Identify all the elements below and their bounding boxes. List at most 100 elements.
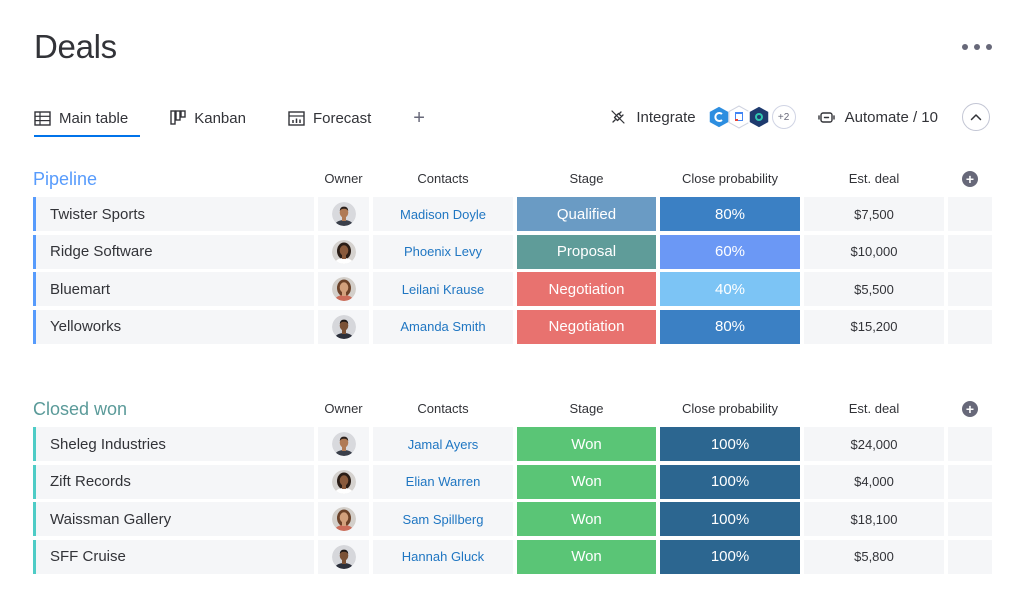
probability-status[interactable]: 100% xyxy=(660,464,800,499)
avatar xyxy=(331,202,356,226)
column-header-probability[interactable]: Close probability xyxy=(681,171,779,186)
probability-status[interactable]: 80% xyxy=(660,309,800,344)
group-title[interactable]: Closed won xyxy=(33,399,128,419)
deal-value[interactable]: $10,000 xyxy=(804,234,944,269)
stage-status[interactable]: Negotiation xyxy=(517,309,656,344)
owner-cell[interactable] xyxy=(318,502,369,536)
empty-cell[interactable] xyxy=(948,539,992,574)
item-name[interactable]: SFF Cruise xyxy=(33,539,314,574)
item-name[interactable]: Twister Sports xyxy=(33,197,314,231)
contact-link[interactable]: Leilani Krause xyxy=(373,272,513,306)
stage-status[interactable]: Won xyxy=(517,464,656,499)
contact-link[interactable]: Jamal Ayers xyxy=(373,427,513,461)
probability-status[interactable]: 40% xyxy=(660,272,800,306)
owner-cell[interactable] xyxy=(318,539,369,574)
empty-cell[interactable] xyxy=(948,502,992,536)
more-options-icon[interactable] xyxy=(962,40,992,54)
stage-status[interactable]: Qualified xyxy=(517,197,656,231)
empty-cell[interactable] xyxy=(948,272,992,306)
probability-status[interactable]: 100% xyxy=(660,502,800,536)
column-header-deal[interactable]: Est. deal xyxy=(848,401,900,416)
contact-link[interactable]: Sam Spillberg xyxy=(373,502,513,536)
board-tools: Integrate +2 Automate / 10 xyxy=(610,100,990,134)
deal-value[interactable]: $5,800 xyxy=(804,539,944,574)
deal-value[interactable]: $4,000 xyxy=(804,464,944,499)
table-row[interactable]: Sheleg Industries Jamal Ayers Won 100% $24,0… xyxy=(33,427,992,461)
item-name[interactable]: Ridge Software xyxy=(33,234,314,269)
deal-value[interactable]: $24,000 xyxy=(804,427,944,461)
group-header: Pipeline Owner Contacts Stage Close probabil… xyxy=(33,163,992,197)
integration-apps[interactable]: +2 xyxy=(707,105,796,129)
column-header-contacts[interactable]: Contacts xyxy=(417,401,469,416)
column-header-deal[interactable]: Est. deal xyxy=(848,171,900,186)
probability-status[interactable]: 100% xyxy=(660,539,800,574)
automate-label: Automate / 10 xyxy=(844,108,938,126)
tab-forecast[interactable]: Forecast xyxy=(288,101,371,135)
empty-cell[interactable] xyxy=(948,197,992,231)
stage-status[interactable]: Proposal xyxy=(517,234,656,269)
probability-status[interactable]: 60% xyxy=(660,234,800,269)
deal-value[interactable]: $18,100 xyxy=(804,502,944,536)
owner-cell[interactable] xyxy=(318,197,369,231)
owner-cell[interactable] xyxy=(318,234,369,269)
stage-status[interactable]: Won xyxy=(517,539,656,574)
tab-main-table[interactable]: Main table xyxy=(34,101,141,137)
contact-link[interactable]: Elian Warren xyxy=(373,464,513,499)
tab-label: Main table xyxy=(59,109,129,127)
avatar xyxy=(331,277,356,301)
probability-status[interactable]: 80% xyxy=(660,197,800,231)
stage-status[interactable]: Negotiation xyxy=(517,272,656,306)
item-name[interactable]: Waissman Gallery xyxy=(33,502,314,536)
column-header-stage[interactable]: Stage xyxy=(569,401,604,416)
tab-kanban[interactable]: Kanban xyxy=(170,101,246,135)
deal-value[interactable]: $5,500 xyxy=(804,272,944,306)
chart-icon xyxy=(288,110,305,126)
deal-value[interactable]: $15,200 xyxy=(804,309,944,344)
table-row[interactable]: Zift Records Elian Warren Won 100% $4,000 xyxy=(33,464,992,499)
owner-cell[interactable] xyxy=(318,272,369,306)
column-header-owner[interactable]: Owner xyxy=(324,401,363,416)
column-header-stage[interactable]: Stage xyxy=(569,171,604,186)
avatar xyxy=(331,544,356,569)
avatar xyxy=(331,314,356,339)
contact-link[interactable]: Hannah Gluck xyxy=(373,539,513,574)
column-header-probability[interactable]: Close probability xyxy=(681,401,779,416)
contact-link[interactable]: Amanda Smith xyxy=(373,309,513,344)
table-row[interactable]: Yelloworks Amanda Smith Negotiation 80% $15,… xyxy=(33,309,992,344)
table-row[interactable]: Bluemart Leilani Krause Negotiation 40% $5,5… xyxy=(33,272,992,306)
deal-value[interactable]: $7,500 xyxy=(804,197,944,231)
item-name[interactable]: Yelloworks xyxy=(33,309,314,344)
automate-button[interactable]: Automate / 10 xyxy=(817,108,938,126)
group-pipeline: Pipeline Owner Contacts Stage Close probabil… xyxy=(33,163,992,347)
app-hexagon-navy-icon xyxy=(747,105,770,129)
table-row[interactable]: Ridge Software Phoenix Levy Proposal 60% $10… xyxy=(33,234,992,269)
owner-cell[interactable] xyxy=(318,309,369,344)
app-calendar-icon xyxy=(728,105,750,129)
empty-cell[interactable] xyxy=(948,427,992,461)
add-column-icon[interactable]: + xyxy=(962,401,978,417)
contact-link[interactable]: Madison Doyle xyxy=(373,197,513,231)
integrate-button[interactable]: Integrate xyxy=(610,109,696,126)
collapse-header-button[interactable] xyxy=(962,103,990,131)
owner-cell[interactable] xyxy=(318,427,369,461)
table-row[interactable]: Twister Sports Madison Doyle Qualified 80% $… xyxy=(33,197,992,231)
add-column-icon[interactable]: + xyxy=(962,171,978,187)
column-header-owner[interactable]: Owner xyxy=(324,171,363,186)
group-title[interactable]: Pipeline xyxy=(33,169,98,189)
empty-cell[interactable] xyxy=(948,309,992,344)
empty-cell[interactable] xyxy=(948,234,992,269)
table-row[interactable]: Waissman Gallery Sam Spillberg Won 100% $18,… xyxy=(33,502,992,536)
empty-cell[interactable] xyxy=(948,464,992,499)
item-name[interactable]: Bluemart xyxy=(33,272,314,306)
owner-cell[interactable] xyxy=(318,464,369,499)
stage-status[interactable]: Won xyxy=(517,427,656,461)
item-name[interactable]: Zift Records xyxy=(33,464,314,499)
table-row[interactable]: SFF Cruise Hannah Gluck Won 100% $5,800 xyxy=(33,539,992,574)
contact-link[interactable]: Phoenix Levy xyxy=(373,234,513,269)
item-name[interactable]: Sheleg Industries xyxy=(33,427,314,461)
add-view-button[interactable]: + xyxy=(413,107,425,129)
stage-status[interactable]: Won xyxy=(517,502,656,536)
column-header-contacts[interactable]: Contacts xyxy=(417,171,469,186)
avatar xyxy=(331,469,356,494)
probability-status[interactable]: 100% xyxy=(660,427,800,461)
